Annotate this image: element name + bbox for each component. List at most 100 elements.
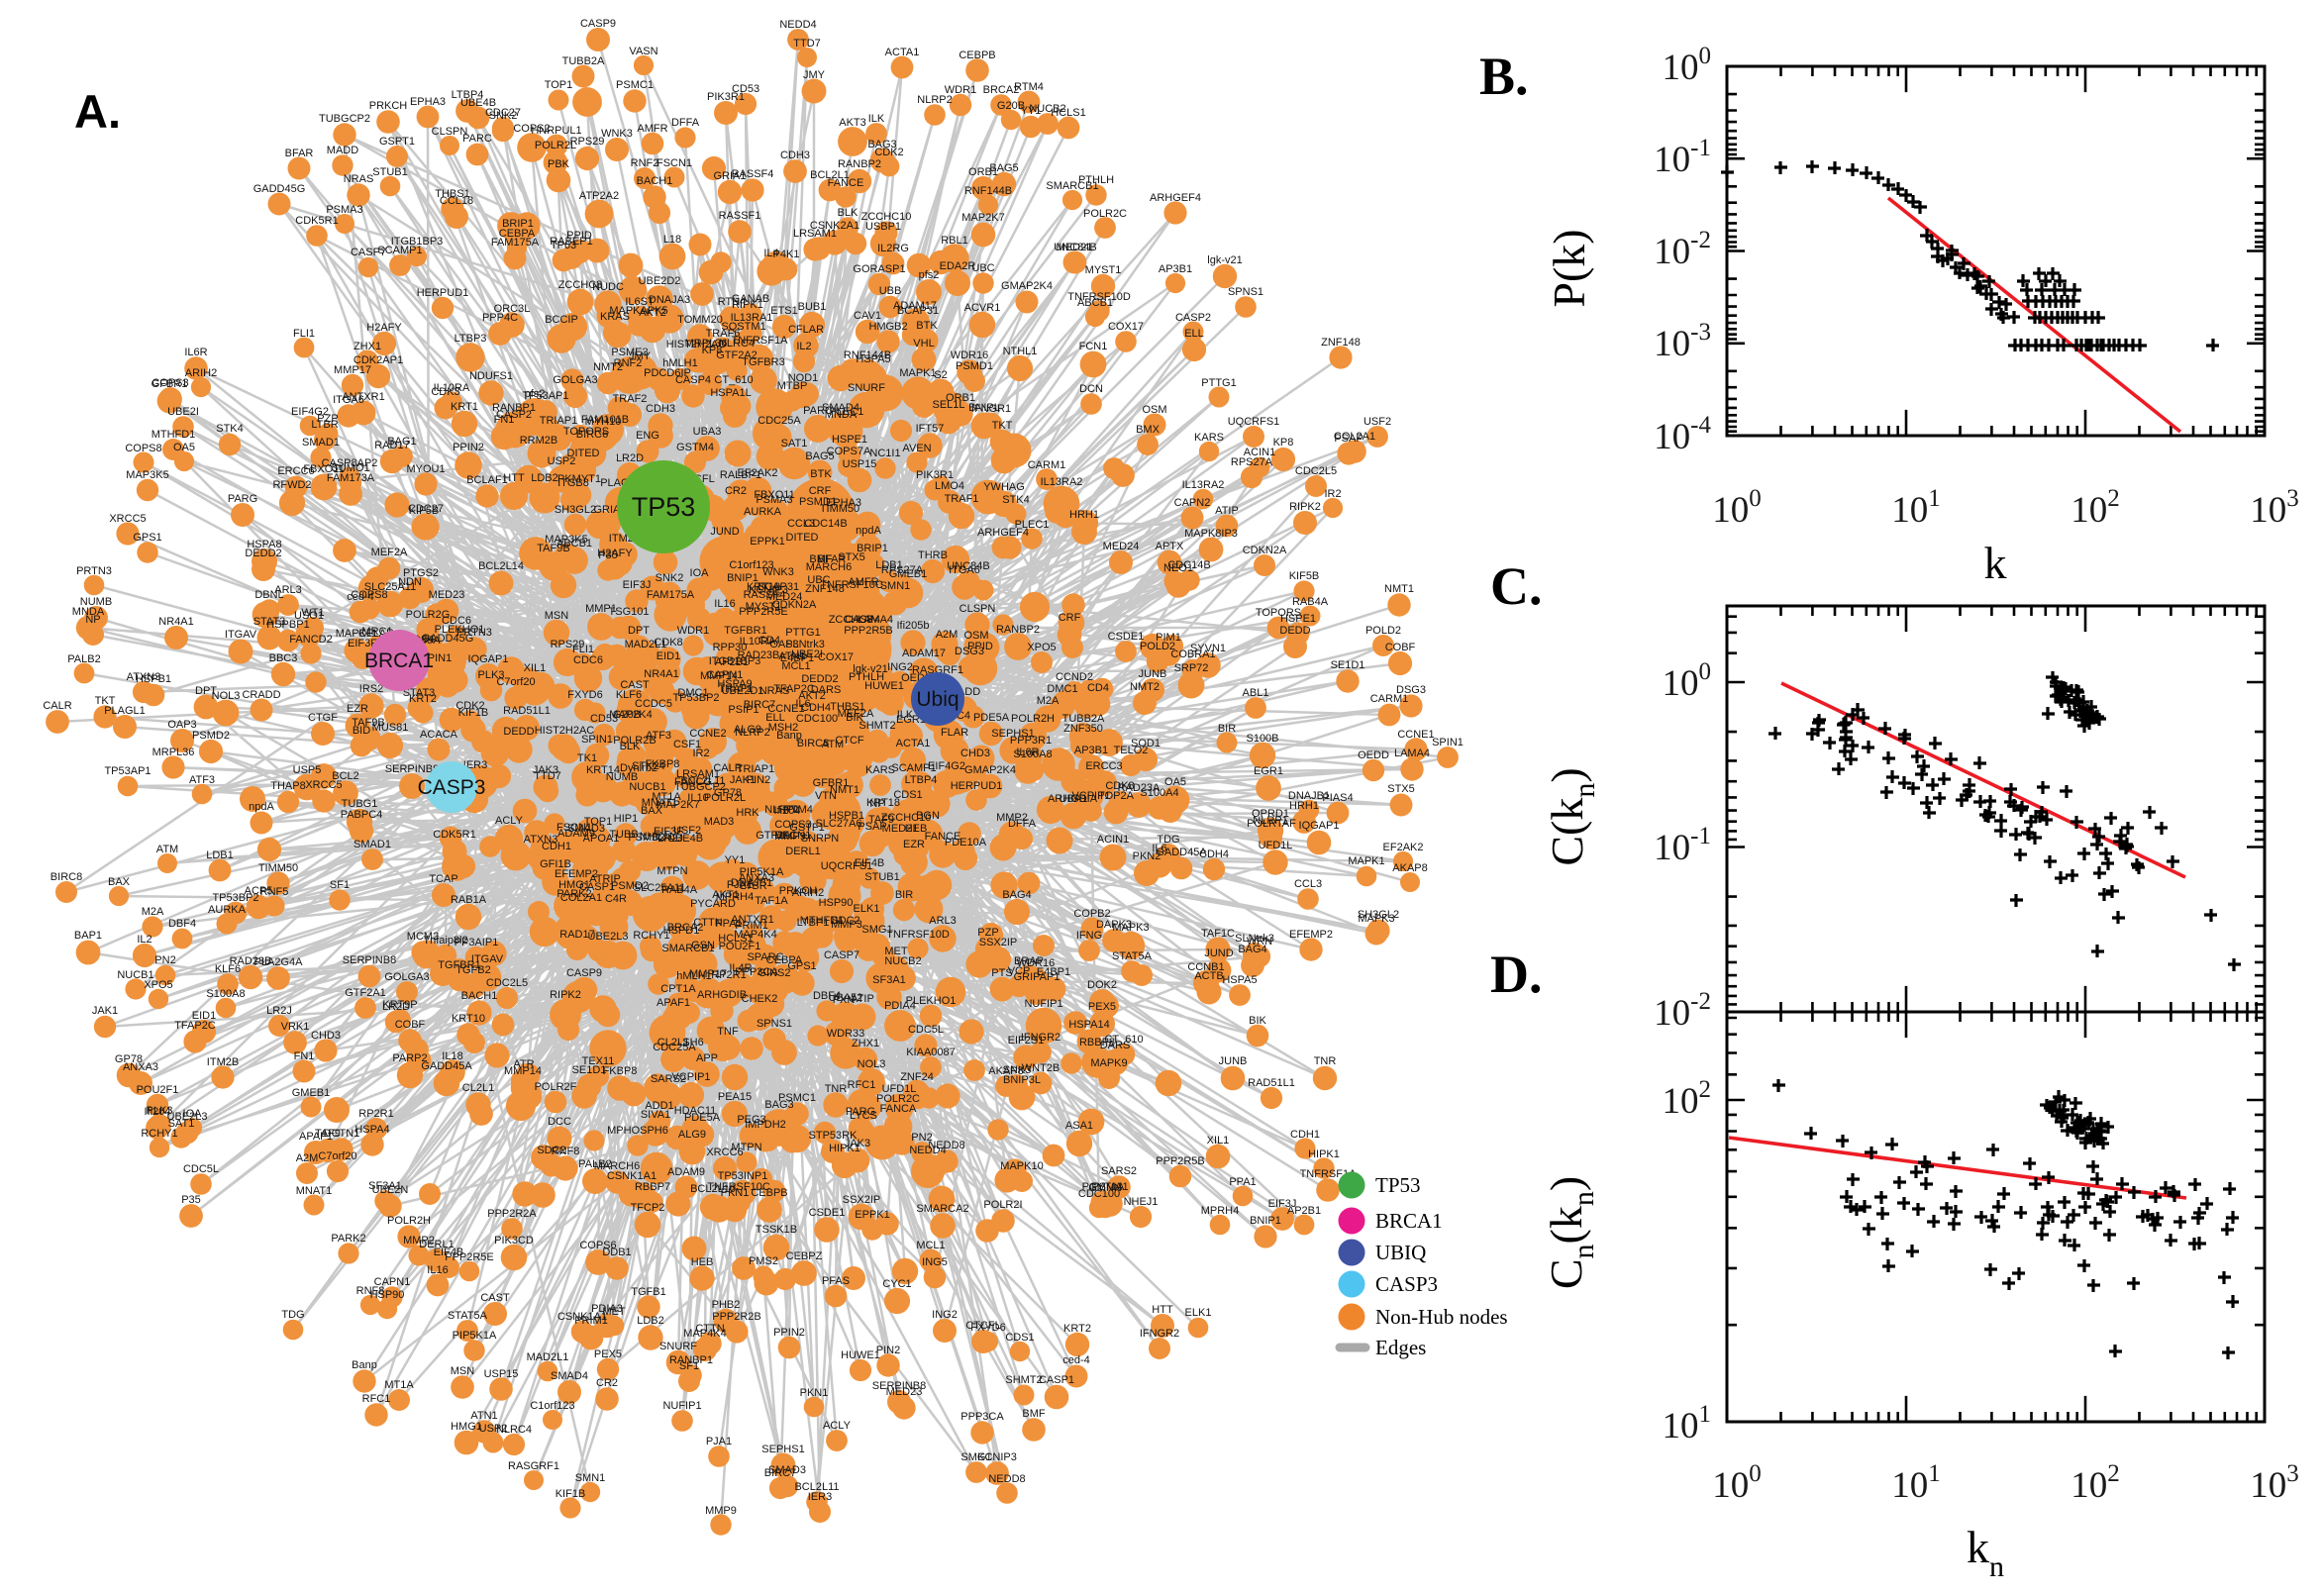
svg-text:TAF1C: TAF1C [1201,928,1235,940]
svg-text:YY1: YY1 [725,854,746,866]
svg-text:KCNIP3: KCNIP3 [977,1451,1017,1463]
svg-text:ACIN1: ACIN1 [1244,447,1275,458]
svg-text:npdA: npdA [249,801,274,813]
svg-text:PPA1: PPA1 [1229,1176,1256,1188]
svg-text:PPID: PPID [566,230,592,242]
svg-text:TGFBR3: TGFBR3 [742,356,784,368]
svg-text:CRF: CRF [809,485,832,497]
svg-text:HMG1: HMG1 [451,1421,482,1433]
svg-text:TP53: TP53 [1375,1173,1421,1197]
svg-text:MTPN: MTPN [731,1142,761,1153]
svg-text:KRT18: KRT18 [866,797,900,809]
svg-text:PTTG1: PTTG1 [785,627,820,639]
svg-text:PKMYT1: PKMYT1 [557,473,601,485]
svg-text:DARS: DARS [811,684,842,696]
svg-text:MPRH4: MPRH4 [1201,1205,1240,1217]
svg-text:LAMA4: LAMA4 [1394,748,1430,759]
svg-text:DPT: DPT [628,625,650,637]
svg-text:UBE2N: UBE2N [372,1184,409,1196]
svg-text:ERCC3: ERCC3 [1085,760,1122,772]
svg-text:TUBGCP2: TUBGCP2 [319,113,370,125]
svg-text:TOMM20: TOMM20 [677,314,723,326]
svg-text:SLNtrk3: SLNtrk3 [1235,933,1274,945]
svg-text:PPP3CA: PPP3CA [960,1411,1004,1423]
svg-text:UBIQ: UBIQ [1375,1241,1426,1264]
svg-text:UBA3: UBA3 [693,426,722,438]
svg-text:PPP4C: PPP4C [482,312,518,324]
svg-text:MNDA: MNDA [825,409,858,421]
svg-text:ITGB1BP3: ITGB1BP3 [391,236,444,248]
svg-text:DBF4: DBF4 [168,918,196,930]
svg-text:HSPB1: HSPB1 [136,673,171,685]
svg-text:CDH1: CDH1 [542,841,571,852]
svg-text:RPS29: RPS29 [570,136,605,148]
svg-text:EPHA3: EPHA3 [826,497,861,509]
svg-text:Ubiq: Ubiq [916,688,959,711]
svg-text:COBRA1: COBRA1 [1170,648,1215,660]
svg-text:JMY: JMY [803,69,826,81]
svg-text:SOD1: SOD1 [1131,738,1161,749]
svg-text:COL2A1: COL2A1 [560,892,602,904]
svg-text:ZCCHC10: ZCCHC10 [861,211,912,223]
svg-text:HUWE1: HUWE1 [841,1349,880,1361]
svg-text:PTHLH: PTHLH [849,671,884,683]
svg-text:MSN: MSN [451,1365,475,1377]
svg-text:TKT: TKT [992,420,1013,432]
svg-text:SLC25A11: SLC25A11 [364,581,416,593]
svg-text:NMT2: NMT2 [1130,681,1160,693]
svg-text:IL18: IL18 [442,1050,462,1062]
svg-text:PIN2: PIN2 [876,1345,900,1356]
svg-text:PJA1: PJA1 [706,1436,732,1447]
svg-text:FBXO11: FBXO11 [303,463,344,475]
svg-text:JUND: JUND [1204,948,1233,959]
svg-text:ANXA3: ANXA3 [123,1061,158,1073]
svg-text:Ifi205b: Ifi205b [896,620,929,632]
svg-text:CDK5R1: CDK5R1 [295,215,338,227]
svg-text:M2A: M2A [142,906,164,918]
svg-text:BNIP1: BNIP1 [727,572,758,584]
svg-text:CDH3: CDH3 [646,403,675,415]
svg-text:NUMB: NUMB [80,596,112,608]
svg-text:MYOU1: MYOU1 [406,463,445,475]
svg-text:ELK1: ELK1 [1185,1307,1212,1319]
svg-text:USF2: USF2 [1364,416,1391,428]
svg-text:LTBP4: LTBP4 [452,89,484,101]
svg-text:P(k): P(k) [1544,229,1594,307]
svg-text:CASP4: CASP4 [675,374,711,386]
svg-text:IFNG: IFNG [1076,930,1102,942]
svg-text:IL2: IL2 [796,341,811,352]
svg-text:PDIA4: PDIA4 [884,1000,916,1012]
svg-text:XPO5: XPO5 [1027,642,1056,653]
svg-text:Edges: Edges [1375,1336,1426,1359]
svg-text:RP2R1: RP2R1 [358,1108,393,1120]
svg-text:NOL3: NOL3 [858,1058,886,1070]
svg-text:SF3A1: SF3A1 [872,974,906,986]
svg-text:AKT3: AKT3 [839,117,866,129]
svg-text:ITGA6: ITGA6 [333,394,364,406]
svg-text:IER3: IER3 [808,1491,832,1503]
svg-text:M2A: M2A [1037,695,1060,707]
svg-text:HEB: HEB [691,1256,714,1268]
svg-text:IL13RA1: IL13RA1 [731,312,773,324]
svg-text:RANBP1: RANBP1 [669,1354,713,1366]
svg-text:ACLY: ACLY [495,815,524,827]
svg-text:LTBP1: LTBP1 [797,917,830,929]
svg-text:SHMT2: SHMT2 [1005,1374,1042,1386]
svg-text:GADD45G: GADD45G [253,183,306,195]
svg-text:FSCN1: FSCN1 [656,157,692,169]
svg-text:STAT5A: STAT5A [1112,950,1153,962]
svg-text:ARIH2: ARIH2 [185,367,217,379]
svg-text:FANCD2: FANCD2 [289,634,332,646]
svg-text:C4R: C4R [605,893,627,905]
svg-text:B.: B. [1479,47,1529,106]
svg-text:KCNIP3: KCNIP3 [749,584,788,596]
svg-text:ADAM17: ADAM17 [902,648,946,659]
svg-text:COPS2: COPS2 [513,123,550,135]
svg-text:ATN1: ATN1 [778,650,805,662]
svg-text:MSN: MSN [545,610,569,622]
svg-text:BAG5: BAG5 [989,162,1018,174]
svg-text:CAV1: CAV1 [854,310,881,322]
svg-text:HSPA5: HSPA5 [1222,974,1257,986]
svg-text:BAG4: BAG4 [1238,944,1266,955]
svg-text:PLK3: PLK3 [478,669,505,681]
